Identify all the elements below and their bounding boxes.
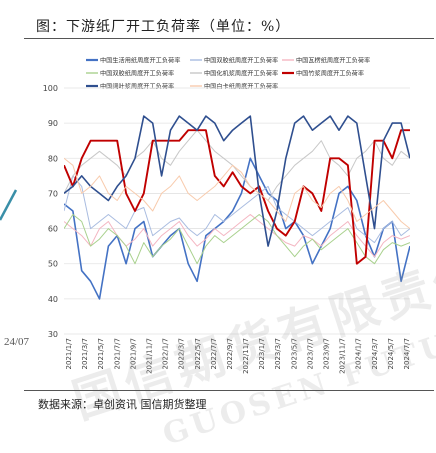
y-axis: 30 40 50 60 70 80 90 100 (43, 84, 58, 339)
x-tick-label: 2023/7/7 (306, 338, 314, 369)
x-tick-label: 2023/9/7 (323, 338, 331, 369)
x-tick-label: 2024/7/7 (403, 338, 411, 369)
title-divider (24, 38, 434, 39)
x-tick-label: 2024/5/7 (387, 338, 395, 369)
chart-container: 中国生活用纸周度开工负荷率 中国双胶纸周度开工负荷率 中国瓦楞纸周度开工负荷率 中国双… (0, 40, 436, 390)
legend-label: 中国双胶纸周度开工负荷率 (204, 57, 278, 65)
left-fragment-graphic (0, 189, 18, 221)
source-divider (24, 390, 434, 391)
y-tick-label: 40 (48, 295, 58, 304)
chart-series (64, 115, 410, 300)
side-fragment-label: 24/07 (4, 336, 30, 348)
y-tick-label: 60 (48, 225, 58, 234)
y-tick-label: 50 (48, 260, 58, 269)
x-tick-label: 2024/3/7 (371, 338, 379, 369)
y-tick-label: 80 (48, 154, 58, 163)
legend-label: 中国瓦楞纸周度开工负荷率 (296, 57, 370, 65)
x-tick-label: 2023/3/7 (274, 338, 282, 369)
x-tick-label: 2024/1/7 (355, 338, 363, 369)
legend-label: 中国阔叶浆周度开工负荷率 (100, 83, 174, 91)
x-tick-label: 2021/11/7 (145, 338, 153, 374)
y-tick-label: 30 (48, 330, 58, 339)
x-tick-label: 2021/9/7 (129, 338, 137, 369)
y-tick-label: 90 (48, 119, 58, 128)
series-line-7 (64, 157, 410, 229)
legend-label: 中国双胶纸周度开工负荷率 (100, 70, 174, 78)
legend-label: 中国白卡纸周度开工负荷率 (204, 83, 278, 91)
x-tick-label: 2021/5/7 (97, 338, 105, 369)
legend-label: 中国竹浆周度开工负荷率 (296, 70, 364, 78)
legend-label: 中国化机浆周度开工负荷率 (204, 70, 278, 78)
line-chart: 中国生活用纸周度开工负荷率 中国双胶纸周度开工负荷率 中国瓦楞纸周度开工负荷率中国双… (43, 57, 411, 374)
series-line-6 (64, 115, 410, 247)
x-tick-label: 2023/1/7 (258, 338, 266, 369)
y-tick-label: 100 (43, 84, 58, 93)
y-tick-label: 70 (48, 189, 58, 198)
x-axis: 2021/1/7 2021/3/7 2021/5/7 2021/7/7 2021/9/7… (65, 338, 411, 374)
data-source: 数据来源：卓创资讯 国信期货整理 (38, 398, 207, 411)
x-tick-label: 2021/7/7 (113, 338, 121, 369)
series-line-5 (64, 129, 410, 265)
x-tick-label: 2022/1/7 (162, 338, 170, 369)
series-line-3 (64, 214, 410, 265)
x-tick-label: 2022/9/7 (226, 338, 234, 369)
chart-legend: 中国生活用纸周度开工负荷率 中国双胶纸周度开工负荷率 中国瓦楞纸周度开工负荷率中国双… (86, 57, 370, 91)
x-tick-label: 2022/3/7 (178, 338, 186, 369)
x-tick-label: 2022/11/7 (242, 338, 250, 374)
x-tick-label: 2023/11/7 (339, 338, 347, 374)
series-line-0 (64, 157, 410, 300)
figure-title: 图：下游纸厂开工负荷率（单位：%） (36, 19, 291, 35)
x-tick-label: 2023/5/7 (290, 338, 298, 369)
x-tick-label: 2022/7/7 (210, 338, 218, 369)
fragment-line (0, 189, 18, 221)
x-tick-label: 2021/1/7 (65, 338, 73, 369)
x-tick-label: 2022/5/7 (194, 338, 202, 369)
legend-label: 中国生活用纸周度开工负荷率 (100, 57, 180, 65)
x-tick-label: 2021/3/7 (81, 338, 89, 369)
